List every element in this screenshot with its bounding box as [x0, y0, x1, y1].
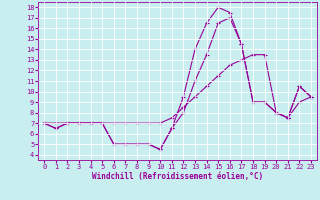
X-axis label: Windchill (Refroidissement éolien,°C): Windchill (Refroidissement éolien,°C) — [92, 172, 263, 181]
